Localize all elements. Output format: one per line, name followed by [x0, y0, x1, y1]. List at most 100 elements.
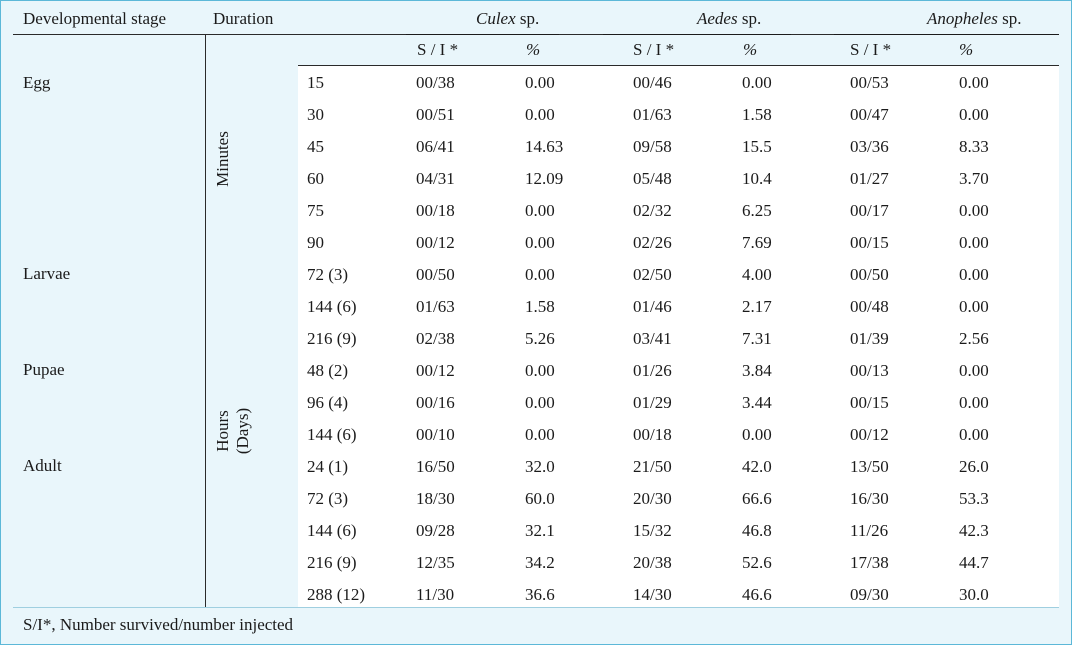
cell-aedes-pct: 52.6: [742, 553, 772, 572]
cell-culex-si: 00/51: [416, 105, 455, 124]
cell-duration: 144 (6): [307, 521, 357, 540]
cell-duration: 15: [307, 73, 324, 92]
stage-pupae: Pupae: [23, 360, 65, 379]
cell-anopheles-pct: 44.7: [959, 553, 989, 572]
cell-anopheles-pct: 0.00: [959, 425, 989, 444]
cell-aedes-si: 05/48: [633, 169, 672, 188]
header-aedes: Aedes sp.: [697, 9, 761, 29]
cell-culex-si: 16/50: [416, 457, 455, 476]
cell-anopheles-si: 00/13: [850, 361, 889, 380]
anopheles-name: Anopheles: [927, 9, 998, 28]
cell-duration: 288 (12): [307, 585, 366, 604]
cell-anopheles-si: 00/15: [850, 393, 889, 412]
cell-anopheles-si: 00/50: [850, 265, 889, 284]
cell-aedes-pct: 66.6: [742, 489, 772, 508]
cell-duration: 48 (2): [307, 361, 349, 380]
cell-anopheles-pct: 53.3: [959, 489, 989, 508]
header-duration: Duration: [213, 9, 274, 28]
cell-anopheles-si: 03/36: [850, 137, 889, 156]
cell-aedes-si: 01/63: [633, 105, 672, 124]
cell-anopheles-si: 17/38: [850, 553, 889, 572]
cell-duration: 30: [307, 105, 324, 124]
cell-duration: 144 (6): [307, 297, 357, 316]
cell-aedes-si: 01/46: [633, 297, 672, 316]
cell-culex-si: 00/16: [416, 393, 455, 412]
cell-aedes-si: 14/30: [633, 585, 672, 604]
cell-culex-pct: 32.0: [525, 457, 555, 476]
cell-anopheles-si: 00/53: [850, 73, 889, 92]
cell-aedes-pct: 0.00: [742, 73, 772, 92]
cell-anopheles-si: 09/30: [850, 585, 889, 604]
cell-anopheles-pct: 0.00: [959, 73, 989, 92]
cell-aedes-pct: 0.00: [742, 425, 772, 444]
cell-culex-pct: 0.00: [525, 425, 555, 444]
cell-anopheles-pct: 0.00: [959, 201, 989, 220]
cell-anopheles-si: 01/27: [850, 169, 889, 188]
cell-aedes-pct: 3.44: [742, 393, 772, 412]
cell-anopheles-si: 00/48: [850, 297, 889, 316]
cell-aedes-si: 21/50: [633, 457, 672, 476]
cell-culex-si: 11/30: [416, 585, 455, 604]
cell-aedes-si: 01/26: [633, 361, 672, 380]
cell-culex-pct: 0.00: [525, 233, 555, 252]
cell-anopheles-pct: 0.00: [959, 233, 989, 252]
cell-anopheles-si: 01/39: [850, 329, 889, 348]
aedes-suffix: sp.: [737, 9, 762, 28]
cell-culex-si: 00/50: [416, 265, 455, 284]
aedes-name: Aedes: [697, 9, 738, 28]
cell-anopheles-pct: 30.0: [959, 585, 989, 604]
header-culex: Culex sp.: [476, 9, 539, 29]
subheader-anopheles-pct: %: [959, 40, 974, 59]
anopheles-underline: [834, 34, 1059, 35]
anopheles-suffix: sp.: [997, 9, 1022, 28]
cell-aedes-pct: 6.25: [742, 201, 772, 220]
cell-duration: 216 (9): [307, 329, 357, 348]
cell-anopheles-pct: 0.00: [959, 361, 989, 380]
cell-aedes-pct: 3.84: [742, 361, 772, 380]
cell-culex-si: 09/28: [416, 521, 455, 540]
cell-anopheles-si: 00/17: [850, 201, 889, 220]
cell-aedes-si: 00/46: [633, 73, 672, 92]
aedes-underline: [603, 34, 791, 35]
cell-aedes-pct: 7.31: [742, 329, 772, 348]
cell-aedes-si: 02/26: [633, 233, 672, 252]
cell-duration: 216 (9): [307, 553, 357, 572]
unit-days: (Days): [233, 407, 252, 455]
subheader-aedes-si: S / I *: [633, 40, 675, 59]
cell-duration: 144 (6): [307, 425, 357, 444]
cell-anopheles-si: 00/15: [850, 233, 889, 252]
cell-anopheles-si: 00/47: [850, 105, 889, 124]
subheader-culex-si: S / I *: [417, 40, 459, 59]
cell-culex-pct: 14.63: [525, 137, 564, 156]
cell-culex-si: 02/38: [416, 329, 455, 348]
cell-aedes-si: 09/58: [633, 137, 672, 156]
cell-aedes-si: 20/30: [633, 489, 672, 508]
stage-egg: Egg: [23, 73, 51, 92]
cell-culex-si: 00/38: [416, 73, 455, 92]
cell-duration: 45: [307, 137, 324, 156]
cell-culex-si: 00/12: [416, 233, 455, 252]
cell-culex-pct: 60.0: [525, 489, 555, 508]
cell-culex-pct: 5.26: [525, 329, 555, 348]
cell-culex-pct: 0.00: [525, 105, 555, 124]
cell-anopheles-si: 11/26: [850, 521, 889, 540]
cell-aedes-si: 15/32: [633, 521, 672, 540]
cell-duration: 72 (3): [307, 489, 349, 508]
unit-minutes: Minutes: [213, 131, 232, 187]
cell-culex-si: 12/35: [416, 553, 455, 572]
cell-aedes-si: 02/32: [633, 201, 672, 220]
header-anopheles: Anopheles sp.: [927, 9, 1021, 29]
cell-culex-pct: 1.58: [525, 297, 555, 316]
cell-anopheles-si: 13/50: [850, 457, 889, 476]
cell-aedes-pct: 46.6: [742, 585, 772, 604]
cell-duration: 60: [307, 169, 324, 188]
culex-name: Culex: [476, 9, 516, 28]
footnote: S/I*, Number survived/number injected: [23, 615, 294, 634]
cell-anopheles-pct: 8.33: [959, 137, 989, 156]
duration-divider: [205, 34, 206, 608]
cell-culex-pct: 0.00: [525, 393, 555, 412]
subheader-rule: [298, 65, 1059, 66]
cell-culex-si: 00/18: [416, 201, 455, 220]
cell-culex-si: 00/12: [416, 361, 455, 380]
